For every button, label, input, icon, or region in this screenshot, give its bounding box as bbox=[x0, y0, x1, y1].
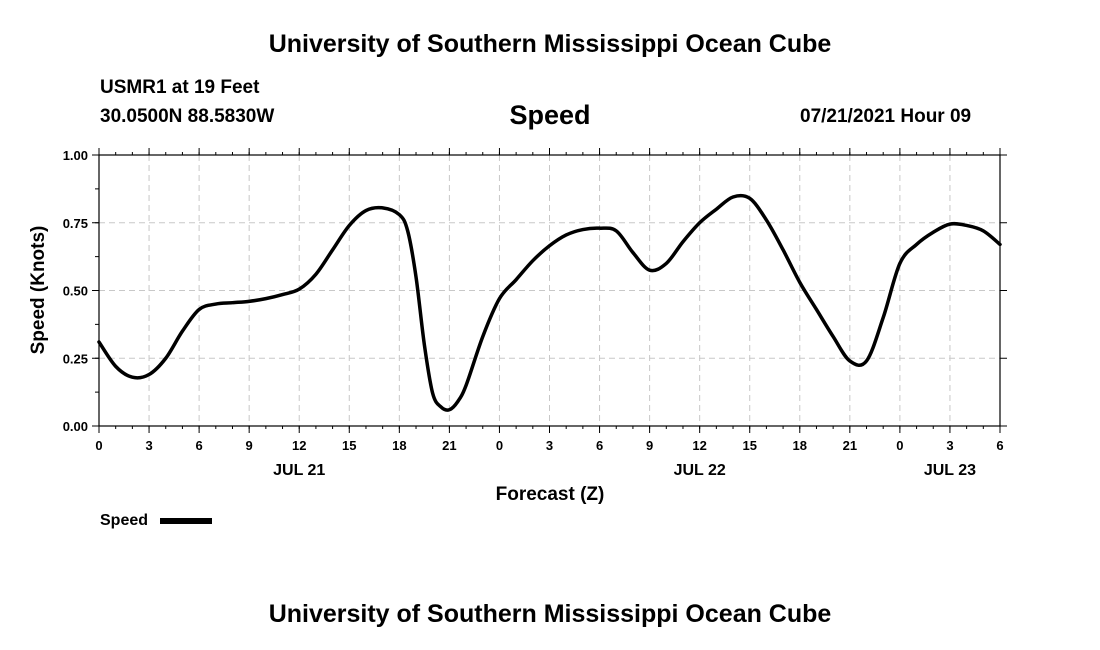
bottom-title: University of Southern Mississippi Ocean… bbox=[268, 600, 832, 628]
y-tick-label: 1.00 bbox=[63, 148, 88, 163]
x-tick-label: 9 bbox=[646, 438, 653, 453]
x-tick-label: 18 bbox=[392, 438, 406, 453]
legend-label: Speed bbox=[100, 512, 148, 529]
date-label: JUL 22 bbox=[674, 462, 726, 479]
y-tick-labels: 0.00 0.25 0.50 0.75 1.00 bbox=[63, 148, 88, 434]
date-label: JUL 21 bbox=[273, 462, 325, 479]
x-tick-label: 12 bbox=[292, 438, 306, 453]
date-labels: JUL 21 JUL 22 JUL 23 bbox=[273, 462, 976, 479]
y-tick-label: 0.25 bbox=[63, 351, 88, 366]
x-tick-label: 3 bbox=[546, 438, 553, 453]
x-tick-label: 12 bbox=[692, 438, 706, 453]
x-tick-label: 3 bbox=[946, 438, 953, 453]
x-tick-label: 15 bbox=[742, 438, 756, 453]
x-tick-label: 6 bbox=[596, 438, 603, 453]
station-label: USMR1 at 19 Feet bbox=[100, 77, 260, 98]
x-tick-label: 6 bbox=[195, 438, 202, 453]
speed-series-line bbox=[97, 193, 1002, 412]
x-tick-label: 6 bbox=[996, 438, 1003, 453]
x-axis-label: Forecast (Z) bbox=[496, 484, 605, 505]
y-tick-label: 0.75 bbox=[63, 216, 88, 231]
x-tick-label: 0 bbox=[95, 438, 102, 453]
x-tick-label: 9 bbox=[246, 438, 253, 453]
chart-title: Speed bbox=[509, 100, 591, 130]
x-tick-label: 3 bbox=[145, 438, 152, 453]
x-tick-label: 15 bbox=[342, 438, 356, 453]
x-tick-label: 21 bbox=[843, 438, 857, 453]
date-label: JUL 23 bbox=[924, 462, 976, 479]
x-tick-label: 18 bbox=[793, 438, 807, 453]
y-tick-label: 0.50 bbox=[63, 284, 88, 299]
x-tick-label: 0 bbox=[896, 438, 903, 453]
grid-lines bbox=[99, 155, 1000, 426]
x-tick-label: 21 bbox=[442, 438, 456, 453]
station-coordinates: 30.0500N 88.5830W bbox=[100, 106, 275, 127]
x-tick-label: 0 bbox=[496, 438, 503, 453]
y-axis-label: Speed (Knots) bbox=[28, 226, 49, 355]
top-title: University of Southern Mississippi Ocean… bbox=[268, 30, 832, 58]
forecast-datetime: 07/21/2021 Hour 09 bbox=[800, 106, 972, 127]
plot-frame bbox=[98, 154, 1001, 427]
x-tick-labels: 0 3 6 9 12 15 18 21 0 3 6 9 12 15 18 21 0 3 6 bbox=[95, 438, 1003, 453]
y-tick-label: 0.00 bbox=[63, 419, 88, 434]
